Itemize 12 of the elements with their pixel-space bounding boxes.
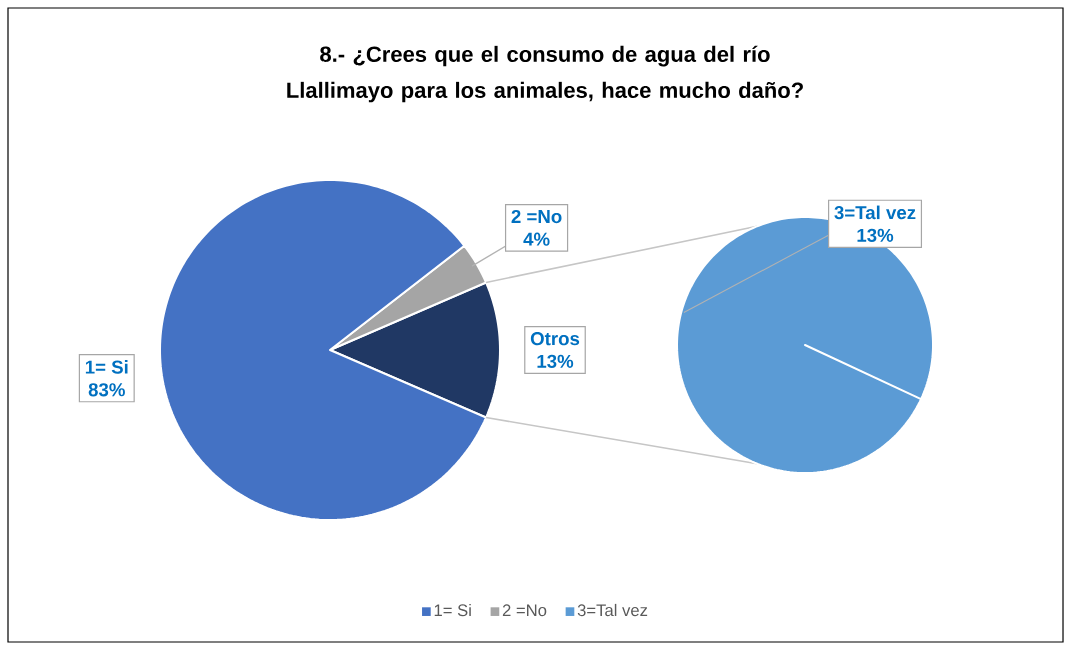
data-label: 4%: [523, 232, 550, 246]
legend-label: 1= Si: [434, 603, 471, 617]
slice-label: Otros: [530, 332, 580, 346]
slice-label: 1= Si: [85, 360, 128, 374]
legend-label: 2 =No: [502, 604, 547, 617]
data-label: 13%: [537, 354, 574, 368]
legend-label: 3=Tal vez: [577, 603, 648, 617]
data-label: 83%: [88, 383, 125, 397]
slice-label: 2 =No: [511, 209, 562, 224]
data-label: 13%: [857, 228, 894, 242]
chart-title: 8.- ¿Crees que el consumo de agua del río Llallimayo para los animales, hace mucho daño?: [287, 45, 803, 103]
slice-label: 3=Tal vez: [834, 205, 916, 220]
